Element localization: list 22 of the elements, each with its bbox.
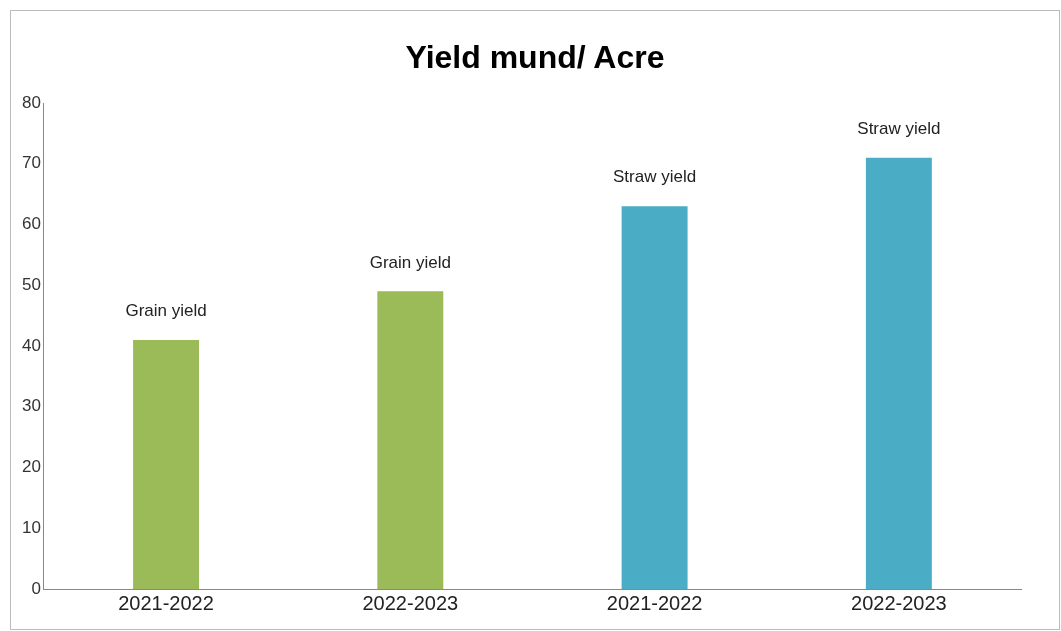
y-tick-label: 60: [21, 214, 41, 234]
y-tick-label: 50: [21, 274, 41, 294]
bar: [377, 291, 444, 589]
x-tick-label: 2021-2022: [606, 591, 703, 614]
data-label: Grain yield: [125, 301, 207, 321]
bar: [865, 157, 932, 589]
x-tick-label: 2022-2023: [851, 591, 947, 614]
y-tick-label: 20: [21, 457, 41, 477]
data-label: Straw yield: [857, 118, 941, 138]
y-tick-label: 0: [31, 578, 41, 598]
bar: [133, 339, 200, 589]
y-tick-label: 30: [21, 396, 41, 416]
y-tick-label: 10: [21, 517, 41, 537]
data-label: Grain yield: [369, 252, 451, 272]
y-tick-label: 80: [21, 92, 41, 112]
y-tick-label: 40: [21, 335, 41, 355]
y-tick-label: 70: [21, 153, 41, 173]
data-label: Straw yield: [613, 167, 697, 187]
x-tick-label: 2021-2022: [118, 591, 214, 614]
x-tick-label: 2022-2023: [362, 591, 459, 614]
chart-title: Yield mund/ Acre: [404, 39, 666, 77]
bar: [621, 206, 688, 589]
